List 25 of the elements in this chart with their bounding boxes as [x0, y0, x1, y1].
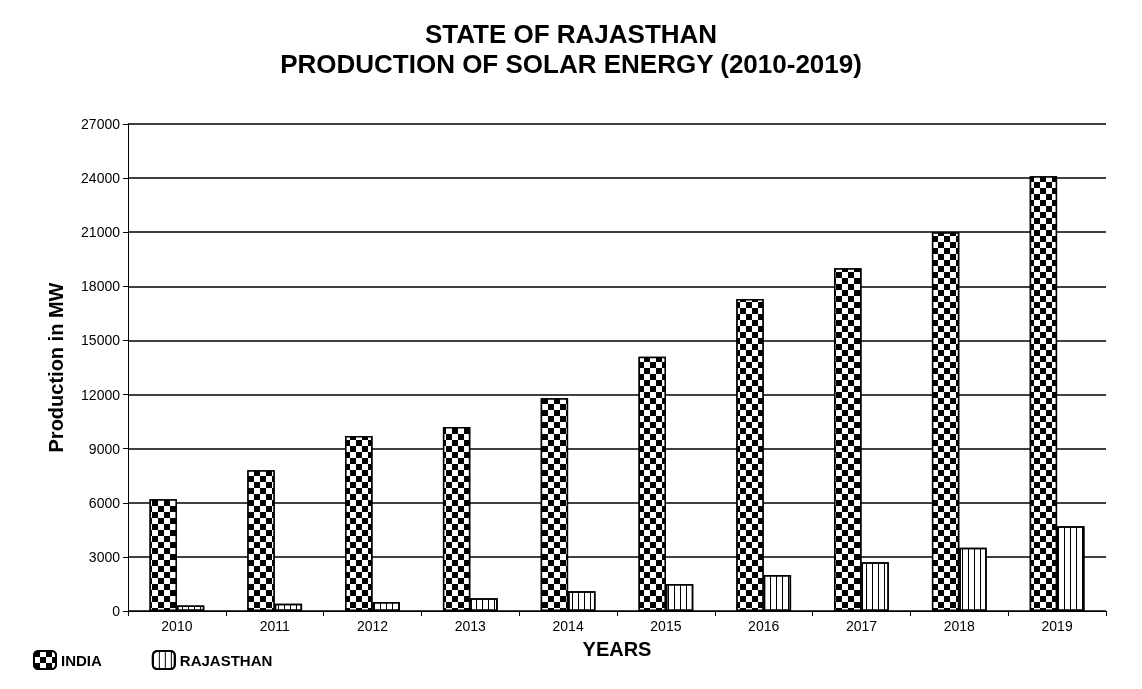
y-tick-label: 27000 [81, 116, 121, 132]
x-tick-label: 2012 [356, 618, 389, 634]
y-tick-label: 6000 [88, 494, 121, 511]
x-tick-label: 2014 [552, 618, 584, 634]
x-tick-label: 2015 [650, 618, 682, 634]
y-tick-label: 9000 [88, 440, 121, 457]
x-tick-label: 2017 [845, 618, 878, 634]
x-tick-label: 2013 [454, 618, 487, 634]
y-tick-label: 24000 [81, 170, 121, 187]
x-tick-label: 2016 [748, 618, 780, 634]
y-tick-label: 21000 [81, 224, 121, 241]
x-tick-label: 2010 [161, 618, 193, 634]
y-tick-label: 0 [112, 603, 121, 619]
legend-label: INDIA [61, 651, 102, 669]
x-tick-label: 2018 [943, 618, 976, 634]
x-axis-title: YEARS [582, 638, 652, 660]
y-tick-label: 18000 [81, 278, 121, 295]
y-tick-label: 12000 [81, 386, 121, 403]
y-axis-title: Production in MW [45, 282, 67, 453]
y-tick-label: 15000 [81, 332, 121, 349]
x-tick-label: 2011 [259, 618, 290, 634]
y-tick-label: 3000 [88, 548, 121, 565]
legend-label: RAJASTHAN [179, 651, 273, 669]
x-tick-label: 2019 [1041, 618, 1073, 634]
chart-title: STATE OF RAJASTHAN PRODUCTION OF SOLAR ENERGY (2010-2019) [280, 19, 862, 79]
